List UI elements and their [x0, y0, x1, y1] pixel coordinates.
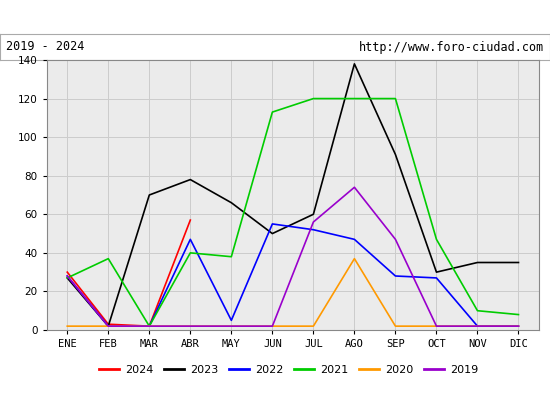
Text: Evolucion Nº Turistas Extranjeros en el municipio de La Horcajada: Evolucion Nº Turistas Extranjeros en el … [46, 10, 504, 24]
Legend: 2024, 2023, 2022, 2021, 2020, 2019: 2024, 2023, 2022, 2021, 2020, 2019 [95, 360, 482, 380]
Text: http://www.foro-ciudad.com: http://www.foro-ciudad.com [359, 40, 544, 54]
Text: 2019 - 2024: 2019 - 2024 [6, 40, 84, 54]
